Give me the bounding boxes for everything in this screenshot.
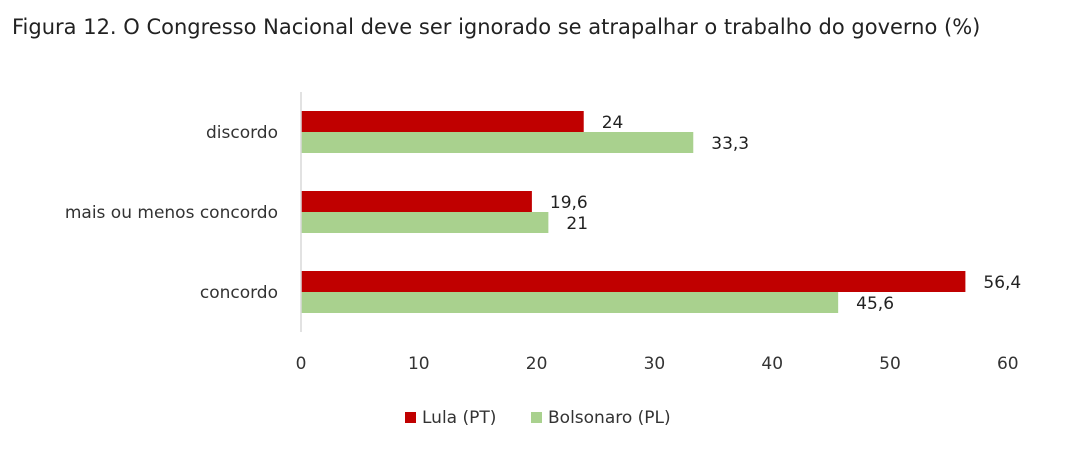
category-label-2: concordo xyxy=(200,283,278,303)
category-label-0: discordo xyxy=(206,123,278,143)
x-tick-label-0: 0 xyxy=(296,354,307,374)
data-label-lula-0: 24 xyxy=(602,113,624,133)
legend-swatch-bolsonaro xyxy=(531,412,542,423)
data-label-bolsonaro-1: 21 xyxy=(566,214,588,234)
x-tick-label-20: 20 xyxy=(526,354,548,374)
bar-lula-2 xyxy=(301,271,966,292)
x-tick-label-10: 10 xyxy=(408,354,430,374)
legend-label-bolsonaro: Bolsonaro (PL) xyxy=(548,408,671,428)
legend-label-lula: Lula (PT) xyxy=(422,408,496,428)
category-label-1: mais ou menos concordo xyxy=(65,203,278,223)
bar-bolsonaro-1 xyxy=(301,212,549,233)
legend-swatch-lula xyxy=(405,412,416,423)
plot-area: 24 33,3 discordo 19,621 mais ou menos concor… xyxy=(65,92,1021,374)
data-label-lula-2: 56,4 xyxy=(983,273,1021,293)
data-label-bolsonaro-2: 45,6 xyxy=(856,294,894,314)
x-tick-label-50: 50 xyxy=(879,354,901,374)
legend: Lula (PT) Bolsonaro (PL) xyxy=(405,408,671,428)
bar-lula-1 xyxy=(301,191,532,212)
x-tick-label-30: 30 xyxy=(644,354,666,374)
data-label-lula-1: 19,6 xyxy=(550,193,588,213)
data-label-bolsonaro-0: 33,3 xyxy=(711,134,749,154)
x-tick-label-40: 40 xyxy=(761,354,783,374)
x-tick-label-60: 60 xyxy=(997,354,1019,374)
bar-bolsonaro-2 xyxy=(301,292,839,313)
chart-title: Figura 12. O Congresso Nacional deve ser… xyxy=(12,15,980,39)
bar-lula-0 xyxy=(301,111,584,132)
bar-bolsonaro-0 xyxy=(301,132,694,153)
